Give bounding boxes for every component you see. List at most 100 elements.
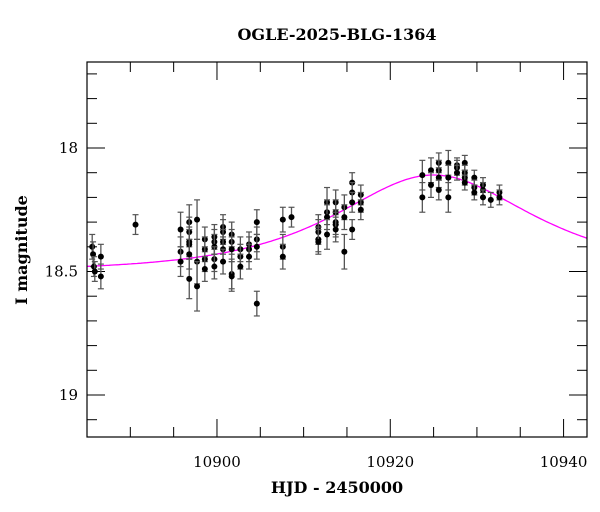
point-marker xyxy=(445,194,452,201)
point-marker xyxy=(324,214,331,221)
point-marker xyxy=(228,273,235,280)
point-marker xyxy=(177,226,184,233)
point-marker xyxy=(90,251,97,258)
y-tick-label: 18.5 xyxy=(45,263,78,281)
point-marker xyxy=(471,174,478,181)
point-marker xyxy=(253,219,260,226)
point-marker xyxy=(461,179,468,186)
point-marker xyxy=(253,300,260,307)
point-marker xyxy=(186,251,193,258)
data-point xyxy=(435,179,442,201)
y-tick-labels: 18 18.5 19 xyxy=(45,139,78,404)
data-point xyxy=(228,261,235,292)
data-point xyxy=(220,248,227,275)
point-marker xyxy=(357,206,364,213)
point-marker xyxy=(419,194,426,201)
data-point xyxy=(246,243,253,270)
point-marker xyxy=(419,172,426,179)
x-tick-label: 10920 xyxy=(366,453,414,471)
point-marker xyxy=(349,226,356,233)
point-marker xyxy=(228,246,235,253)
point-marker xyxy=(91,268,98,275)
data-point xyxy=(177,246,184,278)
point-marker xyxy=(428,182,435,189)
point-marker xyxy=(435,186,442,193)
data-point xyxy=(201,256,208,282)
point-marker xyxy=(461,159,468,166)
data-point xyxy=(253,290,260,317)
point-marker xyxy=(237,263,244,270)
data-point xyxy=(91,261,98,282)
data-point xyxy=(349,191,356,213)
data-point xyxy=(487,191,494,208)
point-marker xyxy=(177,258,184,265)
point-marker xyxy=(349,199,356,206)
data-point xyxy=(428,172,435,198)
y-tick-label: 18 xyxy=(59,139,78,157)
point-marker xyxy=(97,253,104,260)
data-point xyxy=(419,181,426,213)
x-tick-label: 10900 xyxy=(193,453,241,471)
point-marker xyxy=(324,231,331,238)
point-marker xyxy=(341,248,348,255)
point-marker xyxy=(341,214,348,221)
point-marker xyxy=(479,194,486,201)
y-tick-label: 19 xyxy=(59,386,78,404)
data-point xyxy=(194,199,201,240)
data-point xyxy=(288,206,295,228)
point-marker xyxy=(332,226,339,233)
data-point xyxy=(132,214,139,236)
data-point xyxy=(211,253,218,280)
chart-title: OGLE-2025-BLG-1364 xyxy=(237,25,436,44)
point-marker xyxy=(194,216,201,223)
x-tick-label: 10940 xyxy=(540,453,588,471)
data-point xyxy=(324,219,331,250)
data-point xyxy=(341,233,348,270)
x-axis-label: HJD - 2450000 xyxy=(271,478,403,497)
point-marker xyxy=(194,283,201,290)
data-point xyxy=(97,263,104,290)
data-point xyxy=(253,233,260,260)
data-point xyxy=(479,189,486,206)
data-point xyxy=(445,181,452,213)
axis-ticks xyxy=(86,62,587,437)
data-point xyxy=(332,216,339,243)
data-point xyxy=(349,219,356,240)
point-marker xyxy=(97,273,104,280)
point-marker xyxy=(428,167,435,174)
point-marker xyxy=(288,214,295,221)
data-point xyxy=(237,253,244,280)
point-marker xyxy=(132,221,139,228)
x-tick-labels: 10900 10920 10940 xyxy=(193,453,587,471)
data-point xyxy=(279,243,286,270)
point-marker xyxy=(89,243,96,250)
data-point xyxy=(445,149,452,176)
point-marker xyxy=(435,174,442,181)
plot-frame xyxy=(86,61,588,438)
point-marker xyxy=(496,194,503,201)
point-marker xyxy=(253,243,260,250)
data-points-group xyxy=(89,149,503,317)
data-point xyxy=(194,261,201,312)
data-point xyxy=(453,164,460,181)
point-marker xyxy=(445,174,452,181)
data-point xyxy=(315,228,322,255)
data-point xyxy=(341,204,348,231)
point-marker xyxy=(220,258,227,265)
point-marker xyxy=(453,169,460,176)
point-marker xyxy=(279,216,286,223)
data-point xyxy=(186,258,193,300)
point-marker xyxy=(201,266,208,273)
point-marker xyxy=(445,159,452,166)
y-axis-label: I magnitude xyxy=(12,195,31,305)
data-point xyxy=(357,199,364,221)
data-point xyxy=(461,174,468,191)
point-marker xyxy=(471,189,478,196)
point-marker xyxy=(186,275,193,282)
point-marker xyxy=(315,238,322,245)
point-marker xyxy=(211,263,218,270)
point-marker xyxy=(279,253,286,260)
data-point xyxy=(496,189,503,206)
point-marker xyxy=(246,253,253,260)
